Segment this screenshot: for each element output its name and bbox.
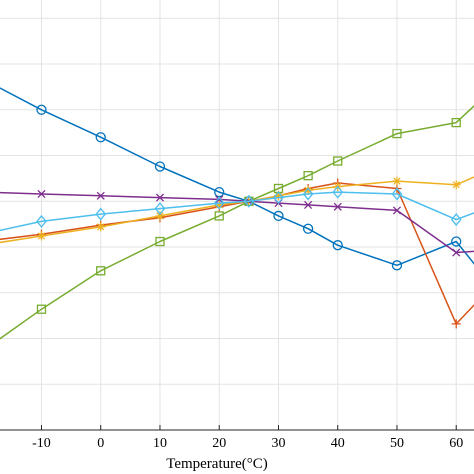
series-6: [0, 185, 474, 232]
data-point: [36, 214, 47, 228]
data-point: [37, 189, 46, 199]
data-point: [451, 180, 461, 190]
series-group: [0, 87, 474, 340]
data-point: [273, 210, 284, 222]
data-point: [96, 266, 106, 276]
data-point: [303, 171, 313, 181]
x-tick-label: 0: [97, 436, 104, 451]
data-point: [392, 206, 402, 215]
data-point: [214, 211, 224, 221]
data-point: [155, 193, 165, 202]
data-point: [392, 128, 402, 139]
data-point: [95, 207, 107, 221]
series-line: [0, 176, 474, 244]
data-point: [96, 222, 106, 232]
data-point: [154, 202, 166, 216]
data-point: [304, 200, 313, 209]
data-point: [450, 213, 462, 227]
axes: [0, 425, 474, 431]
data-point: [392, 176, 402, 186]
data-point: [154, 161, 166, 172]
data-point: [155, 211, 165, 221]
series-1: [0, 87, 474, 271]
data-point: [214, 200, 224, 210]
data-point: [451, 319, 461, 329]
series-4: [0, 189, 474, 257]
x-tick-label: 30: [271, 436, 285, 451]
x-tick-labels: -10 0 10 20 30 40 50 60: [32, 436, 463, 451]
series-3: [0, 176, 474, 244]
x-axis-label: Temperature(°C): [166, 456, 268, 472]
data-point: [391, 187, 403, 201]
data-point: [452, 248, 461, 257]
data-point: [273, 191, 284, 205]
data-point: [36, 104, 47, 115]
data-point: [451, 117, 461, 128]
data-point: [332, 240, 343, 251]
series-line: [0, 105, 474, 340]
x-tick-label: 10: [153, 436, 167, 451]
data-point: [155, 236, 165, 247]
data-point: [451, 236, 462, 247]
data-point: [243, 194, 255, 208]
data-point: [333, 156, 343, 166]
series-5: [0, 105, 474, 340]
data-point: [213, 196, 225, 210]
data-point: [96, 191, 105, 200]
data-point: [95, 132, 106, 143]
data-point: [333, 202, 342, 211]
data-point: [215, 195, 224, 204]
data-point: [332, 185, 344, 199]
series-line: [0, 182, 474, 325]
x-tick-label: 40: [331, 436, 345, 451]
data-point: [36, 231, 46, 241]
data-point: [302, 187, 314, 201]
series-line: [0, 191, 474, 254]
data-point: [273, 191, 283, 201]
series-line: [0, 87, 474, 267]
series-line: [0, 191, 474, 232]
x-tick-label: 60: [449, 436, 463, 451]
x-tick-label: -10: [32, 436, 51, 451]
data-point: [36, 304, 47, 314]
data-point: [391, 260, 403, 271]
x-tick-label: 50: [390, 436, 404, 451]
x-tick-label: 20: [212, 436, 226, 451]
data-point: [303, 185, 313, 195]
data-point: [302, 223, 314, 234]
